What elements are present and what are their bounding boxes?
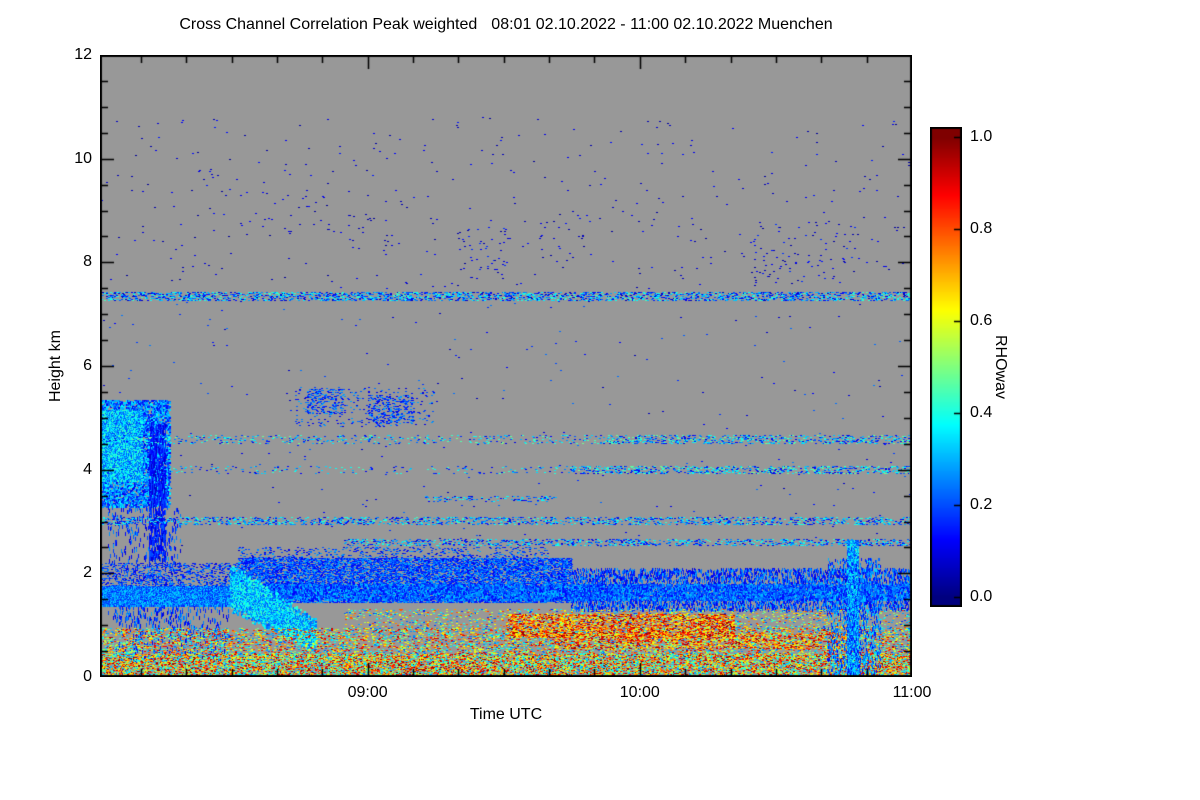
- colorbar-label: RHOwav: [992, 334, 1009, 400]
- y-tick-label: 6: [83, 357, 92, 374]
- colorbar-tick-label: 0.2: [970, 496, 993, 513]
- colorbar-canvas: [930, 127, 962, 607]
- chart-title-text: Cross Channel Correlation Peak weighted: [179, 16, 478, 33]
- colorbar-tick-label: 0.6: [970, 312, 993, 329]
- colorbar-tick-label: 0.4: [970, 404, 993, 421]
- x-tick-label: 10:00: [619, 684, 660, 701]
- y-tick-label: 4: [83, 460, 92, 478]
- y-tick-label: 2: [83, 564, 92, 582]
- y-tick-label: 0: [83, 668, 92, 685]
- y-tick-label: 8: [83, 253, 92, 271]
- x-axis-label: Time UTC: [469, 706, 543, 723]
- colorbar-tick-label: 0.8: [970, 220, 993, 237]
- x-tick-label: 09:00: [347, 684, 388, 701]
- chart-title-range: 08:01 02.10.2022 - 11:00 02.10.2022 Muen…: [491, 16, 833, 33]
- x-tick-label: 11:00: [892, 684, 932, 701]
- colorbar-tick-label: 0.0: [970, 588, 993, 605]
- y-tick-label: 10: [74, 149, 92, 167]
- chart-title: Cross Channel Correlation Peak weighted 0…: [100, 16, 912, 34]
- heatmap-canvas: [100, 55, 912, 677]
- y-tick-label: 12: [74, 46, 92, 63]
- colorbar-tick-label: 1.0: [970, 128, 993, 145]
